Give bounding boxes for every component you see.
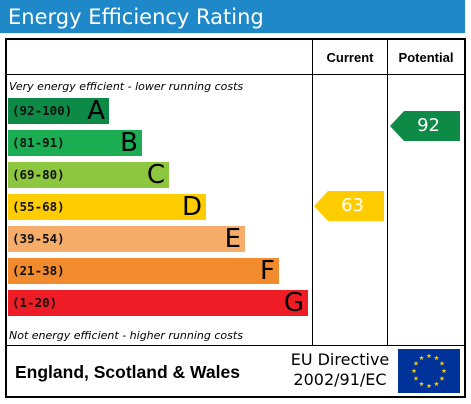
eu-directive-line2: 2002/91/EC [293,370,387,389]
bottom-note: Not energy efficient - higher running co… [9,329,243,342]
band-letter: E [224,224,241,254]
band-range: (69-80) [12,167,65,182]
eu-star-icon [441,368,447,374]
divider-potential-left [387,40,388,345]
eu-star-icon [426,353,432,359]
eu-star-icon [439,375,445,381]
eu-directive: EU Directive 2002/91/EC [280,350,400,390]
eu-flag-icon [398,349,460,393]
eu-star-icon [411,368,417,374]
band-c: (69-80) C [8,160,169,190]
band-range: (81-91) [12,135,65,150]
eu-star-icon [426,383,432,389]
chart-title: Energy Efficiency Rating [8,5,264,29]
band-g: (1-20) G [8,288,308,318]
title-bar: Energy Efficiency Rating [0,0,465,33]
band-range: (39-54) [12,231,65,246]
band-letter: A [87,96,105,126]
eu-star-icon [419,381,424,387]
eu-star-icon [439,360,445,366]
band-letter: D [181,192,202,222]
current-rating-value-box: 63 [314,191,384,221]
band-e: (39-54) E [8,224,245,254]
band-b: (81-91) B [8,128,142,158]
band-letter: B [120,128,138,158]
potential-rating-arrow [390,111,460,141]
eu-star-icon [413,360,419,366]
potential-rating-value-box: 92 [390,111,460,141]
eu-star-icon [434,381,439,387]
current-rating-value: 63 [341,195,364,216]
band-letter: G [283,288,304,318]
potential-rating-value: 92 [417,115,440,136]
band-letter: F [260,256,275,286]
footer-divider [7,345,464,346]
top-note: Very energy efficient - lower running co… [9,80,244,93]
band-letter: C [146,160,165,190]
band-range: (1-20) [12,295,58,310]
eu-directive-line1: EU Directive [290,350,390,369]
band-f: (21-38) F [8,256,279,286]
eu-star-icon [419,355,424,361]
footer-region: England, Scotland & Wales [15,362,240,382]
band-a: (92-100) A [8,96,109,126]
divider-current-left [312,40,313,345]
band-d: (55-68) D [8,192,206,222]
current-rating-arrow [314,191,384,221]
header-divider [7,74,464,75]
potential-column-header: Potential [398,50,454,65]
band-range: (92-100) [12,103,73,118]
band-range: (21-38) [12,263,65,278]
eu-star-icon [434,355,439,361]
band-range: (55-68) [12,199,65,214]
current-column-header: Current [326,50,374,65]
eu-star-icon [413,375,419,381]
